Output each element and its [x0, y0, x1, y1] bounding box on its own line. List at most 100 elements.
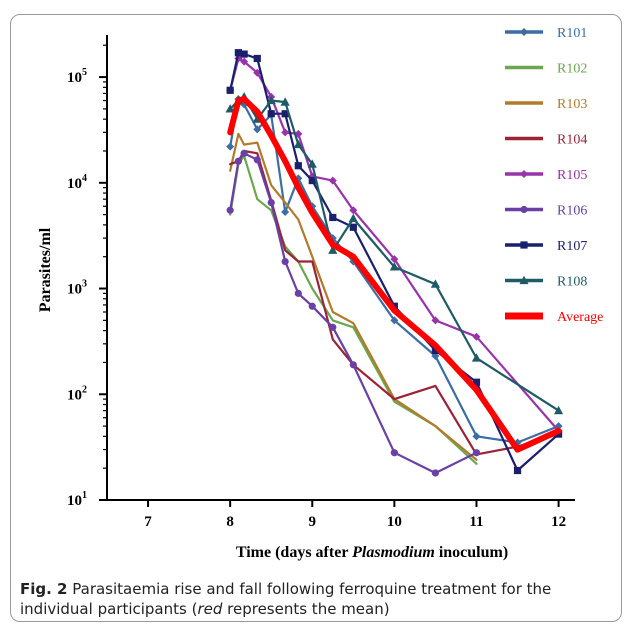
- data-point: [348, 213, 358, 223]
- data-point: [281, 110, 289, 118]
- caption-label: Fig. 2: [20, 580, 68, 598]
- data-point: [226, 142, 235, 151]
- x-tick-label: 12: [551, 514, 566, 530]
- data-point: [267, 198, 275, 207]
- data-point: [390, 255, 399, 264]
- data-point: [281, 207, 290, 216]
- y-tick-label: 103: [67, 279, 87, 298]
- figure-caption: Fig. 2 Parasitaemia rise and fall follow…: [20, 579, 610, 619]
- series-r104: [229, 149, 560, 456]
- y-tick-label: 101: [67, 490, 87, 509]
- x-tick-label: 7: [144, 514, 152, 530]
- legend-item: R102: [505, 62, 587, 77]
- data-point: [472, 432, 481, 441]
- data-point: [280, 97, 290, 106]
- data-point: [234, 157, 242, 165]
- data-point: [390, 449, 398, 457]
- data-point: [234, 49, 242, 57]
- legend-label: R102: [557, 62, 587, 77]
- legend-label: R104: [557, 133, 587, 148]
- data-point: [349, 206, 358, 215]
- data-point: [266, 95, 276, 105]
- data-point: [431, 469, 440, 477]
- series-r101: [226, 95, 563, 447]
- data-point: [349, 361, 357, 369]
- data-point: [293, 139, 303, 149]
- data-point: [329, 323, 337, 331]
- data-point: [472, 378, 481, 386]
- x-tick-label: 11: [469, 514, 483, 530]
- data-point: [328, 245, 338, 254]
- y-tick-label: 102: [67, 384, 87, 403]
- series-line: [229, 149, 560, 456]
- figure-frame: [10, 14, 622, 622]
- legend-label: R108: [557, 275, 587, 290]
- data-point: [430, 279, 441, 288]
- legend-label: Average: [557, 310, 603, 325]
- axes-layer: 7 8 9 10 11 12 101 102 103 104 105: [67, 35, 575, 530]
- series-line: [227, 96, 562, 453]
- data-point: [267, 110, 275, 118]
- data-point: [253, 54, 261, 63]
- data-point: [513, 466, 522, 475]
- legend-item: R106: [505, 204, 587, 219]
- data-point: [225, 104, 235, 113]
- data-point: [389, 262, 399, 271]
- legend-item: R104: [505, 133, 587, 148]
- data-point: [472, 332, 481, 341]
- data-point: [520, 241, 528, 249]
- x-axis-title: Time (days after Plasmodium inoculum): [236, 544, 508, 561]
- series-line: [229, 132, 478, 461]
- data-point: [307, 159, 317, 168]
- data-point: [471, 353, 482, 362]
- data-point: [390, 316, 399, 325]
- data-point: [240, 57, 249, 66]
- data-point: [431, 346, 440, 354]
- data-point: [349, 223, 357, 231]
- data-point: [281, 128, 290, 137]
- y-tick-label: 104: [67, 173, 87, 192]
- series-line: [229, 95, 560, 412]
- data-point: [226, 86, 234, 94]
- x-tick-label: 8: [226, 514, 234, 530]
- data-point: [308, 302, 316, 310]
- legend-item: R101: [505, 26, 587, 41]
- series-r106: [226, 149, 481, 477]
- legend-label: R106: [557, 204, 587, 219]
- data-point: [253, 156, 261, 164]
- legend-item: R108: [505, 275, 587, 290]
- legend-label: R101: [557, 26, 587, 41]
- series-line: [229, 152, 478, 475]
- legend-label: R103: [557, 97, 587, 112]
- data-point: [240, 50, 248, 58]
- data-point: [329, 213, 337, 222]
- legend-label: R105: [557, 168, 587, 183]
- data-point: [520, 28, 528, 36]
- data-point: [328, 176, 337, 185]
- data-point: [431, 316, 440, 325]
- legend-label: R107: [557, 239, 587, 254]
- legend: R101 R102 R103 R104 R105 R106 R107 R108 Average: [505, 26, 603, 325]
- data-point: [520, 205, 528, 214]
- legend-item: R107: [505, 239, 587, 254]
- data-point: [472, 449, 481, 457]
- legend-item: R103: [505, 97, 587, 112]
- series-r103: [229, 132, 478, 461]
- y-axis-title: Parasites/ml: [37, 227, 54, 312]
- x-tick-label: 9: [309, 514, 317, 530]
- data-point: [226, 206, 234, 214]
- series-r102: [229, 154, 478, 465]
- data-point: [240, 149, 248, 157]
- caption-text-1: Parasitaemia rise and fall following fer…: [20, 580, 552, 618]
- data-point: [253, 125, 262, 134]
- data-point: [519, 275, 529, 285]
- caption-emphasis: red: [197, 600, 223, 618]
- data-point: [520, 170, 528, 178]
- data-point: [553, 405, 564, 415]
- series-line: [229, 154, 478, 465]
- legend-item: Average: [505, 310, 603, 325]
- caption-text-2: represents the mean): [222, 600, 390, 618]
- y-tick-label: 105: [67, 67, 87, 86]
- data-point: [308, 176, 316, 185]
